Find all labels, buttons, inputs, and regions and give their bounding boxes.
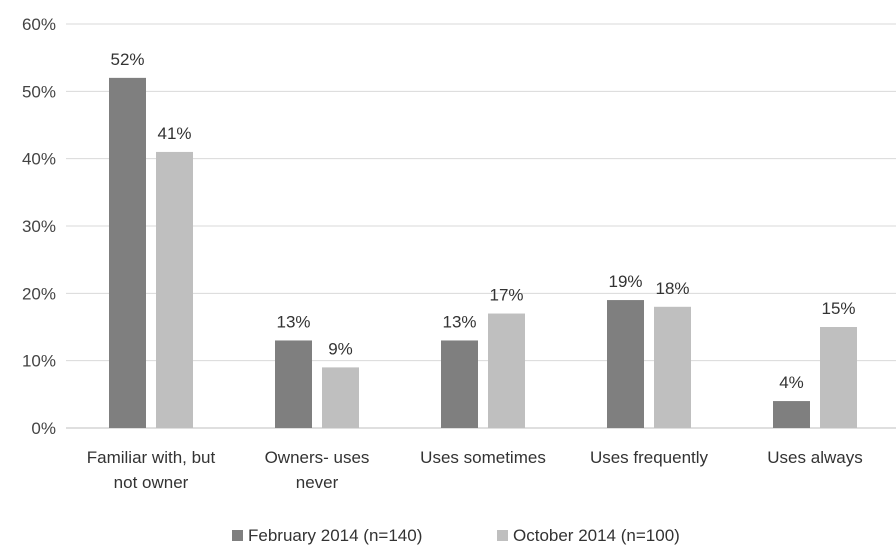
bars bbox=[109, 77, 857, 428]
category-label: Owners- uses bbox=[265, 448, 370, 467]
data-label: 41% bbox=[157, 124, 191, 143]
legend-label: October 2014 (n=100) bbox=[513, 526, 680, 545]
bar bbox=[109, 77, 146, 428]
legend: February 2014 (n=140) October 2014 (n=100… bbox=[232, 526, 680, 545]
bar bbox=[773, 401, 810, 428]
data-label: 4% bbox=[779, 373, 804, 392]
y-tick-label: 10% bbox=[22, 352, 56, 371]
data-labels: 52% 41% 13% 9% 13% 17% 19% 18% 4% 15% bbox=[110, 50, 855, 392]
legend-swatch bbox=[497, 530, 508, 541]
bar bbox=[607, 300, 644, 428]
bar bbox=[275, 340, 312, 428]
bar bbox=[156, 151, 193, 428]
bar bbox=[322, 367, 359, 428]
data-label: 19% bbox=[608, 272, 642, 291]
y-tick-label: 30% bbox=[22, 217, 56, 236]
bar bbox=[820, 327, 857, 428]
data-label: 15% bbox=[821, 299, 855, 318]
y-tick-label: 20% bbox=[22, 284, 56, 303]
category-label: Familiar with, but bbox=[87, 448, 216, 467]
gridlines bbox=[66, 23, 896, 429]
bar bbox=[441, 340, 478, 428]
data-label: 52% bbox=[110, 50, 144, 69]
legend-label: February 2014 (n=140) bbox=[248, 526, 422, 545]
data-label: 9% bbox=[328, 339, 353, 358]
bar bbox=[488, 313, 525, 428]
category-label: not owner bbox=[114, 473, 189, 492]
data-label: 13% bbox=[442, 312, 476, 331]
data-label: 13% bbox=[276, 312, 310, 331]
category-label: Uses sometimes bbox=[420, 448, 546, 467]
x-axis-categories: Familiar with, but not owner Owners- uses n… bbox=[87, 448, 863, 492]
bar bbox=[654, 306, 691, 428]
data-label: 17% bbox=[489, 286, 523, 305]
y-tick-label: 0% bbox=[31, 419, 56, 438]
data-label: 18% bbox=[655, 279, 689, 298]
category-label: Uses frequently bbox=[590, 448, 709, 467]
y-axis-ticks: 0% 10% 20% 30% 40% 50% 60% bbox=[22, 15, 56, 438]
y-tick-label: 60% bbox=[22, 15, 56, 34]
category-label: never bbox=[296, 473, 339, 492]
legend-swatch bbox=[232, 530, 243, 541]
category-label: Uses always bbox=[767, 448, 862, 467]
y-tick-label: 50% bbox=[22, 82, 56, 101]
y-tick-label: 40% bbox=[22, 150, 56, 169]
